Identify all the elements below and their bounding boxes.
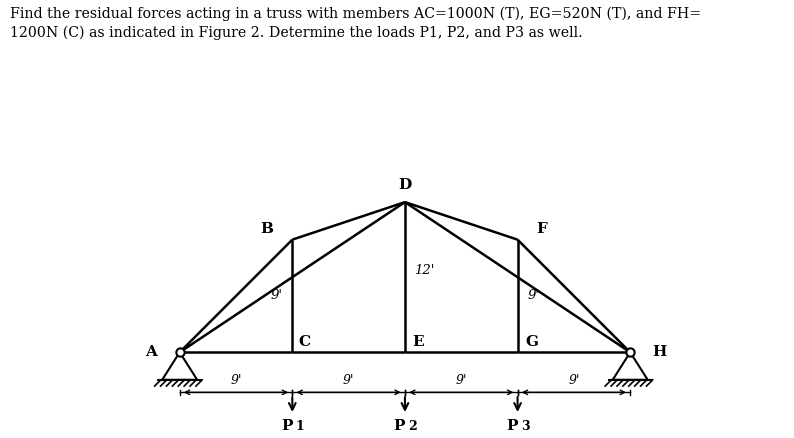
Text: 12': 12' — [414, 265, 434, 277]
Text: 9': 9' — [343, 374, 354, 387]
Text: G: G — [525, 335, 538, 349]
Text: 9': 9' — [569, 374, 580, 387]
Text: B: B — [260, 222, 274, 236]
Text: 9': 9' — [527, 290, 540, 303]
Text: H: H — [653, 345, 667, 359]
Text: P: P — [394, 419, 405, 433]
Text: Find the residual forces acting in a truss with members AC=1000N (T), EG=520N (T: Find the residual forces acting in a tru… — [10, 7, 701, 40]
Text: P: P — [281, 419, 292, 433]
Text: E: E — [412, 335, 424, 349]
Text: 3: 3 — [521, 420, 530, 434]
Text: 9': 9' — [230, 374, 241, 387]
Text: 9': 9' — [270, 290, 283, 303]
Text: F: F — [536, 222, 547, 236]
Text: C: C — [299, 335, 310, 349]
Text: 9': 9' — [456, 374, 467, 387]
Text: D: D — [399, 178, 411, 192]
Text: A: A — [145, 345, 157, 359]
Text: 1: 1 — [295, 420, 304, 434]
Text: 2: 2 — [408, 420, 417, 434]
Text: P: P — [506, 419, 518, 433]
